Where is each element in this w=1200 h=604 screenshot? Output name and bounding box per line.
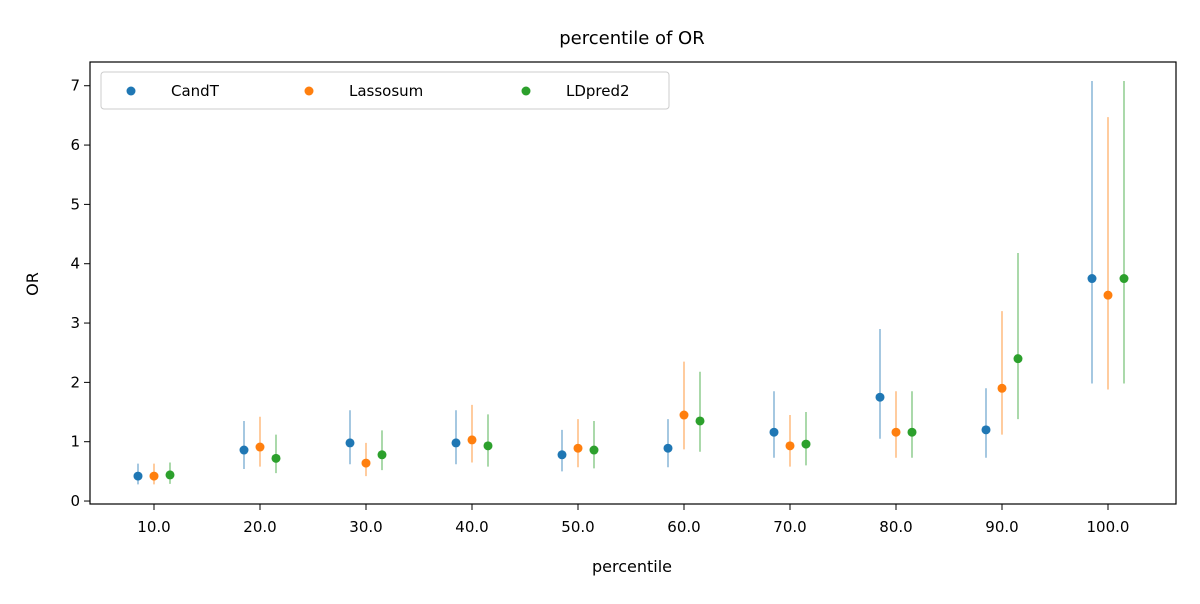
series-lassosum <box>149 117 1113 485</box>
x-tick-label: 70.0 <box>773 518 806 536</box>
data-point <box>981 425 991 435</box>
data-point <box>907 427 917 437</box>
data-point <box>769 427 779 437</box>
x-tick-label: 100.0 <box>1087 518 1130 536</box>
y-tick-label: 3 <box>70 314 80 332</box>
data-point <box>573 443 583 453</box>
y-tick-label: 0 <box>70 492 80 510</box>
data-point <box>663 443 673 453</box>
data-point <box>451 438 461 448</box>
series-candt <box>133 80 1097 485</box>
plot-marks <box>133 80 1129 485</box>
y-tick-label: 7 <box>70 77 80 95</box>
x-tick-label: 50.0 <box>561 518 594 536</box>
data-point <box>255 442 265 452</box>
series-ldpred2 <box>165 80 1129 484</box>
data-point <box>875 392 885 402</box>
x-tick-label: 90.0 <box>985 518 1018 536</box>
data-point <box>997 383 1007 393</box>
legend-marker <box>521 86 531 96</box>
y-tick-label: 2 <box>70 373 80 391</box>
data-point <box>695 416 705 426</box>
x-tick-label: 40.0 <box>455 518 488 536</box>
plot-frame <box>89 61 1177 505</box>
legend-label: CandT <box>171 82 220 100</box>
x-tick-label: 20.0 <box>243 518 276 536</box>
x-tick-label: 10.0 <box>137 518 170 536</box>
legend-marker <box>304 86 314 96</box>
data-point <box>1087 274 1097 284</box>
legend-marker <box>126 86 136 96</box>
legend-label: Lassosum <box>349 82 423 100</box>
data-point <box>133 471 143 481</box>
data-point <box>557 450 567 460</box>
data-point <box>271 453 281 463</box>
legend: CandT Lassosum LDpred2 <box>100 71 670 110</box>
x-axis-label: percentile <box>592 557 672 576</box>
y-axis: 0 1 2 3 4 5 6 7 <box>70 77 90 510</box>
y-tick-label: 4 <box>70 255 80 273</box>
x-tick-label: 30.0 <box>349 518 382 536</box>
data-point <box>589 445 599 455</box>
y-tick-label: 5 <box>70 195 80 213</box>
legend-box <box>100 71 670 110</box>
data-point <box>467 435 477 445</box>
data-point <box>1119 274 1129 284</box>
data-point <box>149 471 159 481</box>
x-tick-label: 60.0 <box>667 518 700 536</box>
data-point <box>679 410 689 420</box>
x-axis: 10.0 20.0 30.0 40.0 50.0 60.0 70.0 80.0 90.0 100.… <box>137 504 1129 536</box>
data-point <box>1013 354 1023 364</box>
data-point <box>165 470 175 480</box>
data-point <box>361 458 371 468</box>
y-axis-label: OR <box>23 272 42 296</box>
chart-title: percentile of OR <box>559 28 705 49</box>
legend-label: LDpred2 <box>566 82 630 100</box>
data-point <box>483 441 493 451</box>
data-point <box>345 438 355 448</box>
x-tick-label: 80.0 <box>879 518 912 536</box>
y-tick-label: 1 <box>70 433 80 451</box>
data-point <box>239 445 249 455</box>
data-point <box>377 450 387 460</box>
data-point <box>891 427 901 437</box>
data-point <box>785 441 795 451</box>
data-point <box>1103 290 1113 300</box>
y-tick-label: 6 <box>70 136 80 154</box>
data-point <box>801 439 811 449</box>
